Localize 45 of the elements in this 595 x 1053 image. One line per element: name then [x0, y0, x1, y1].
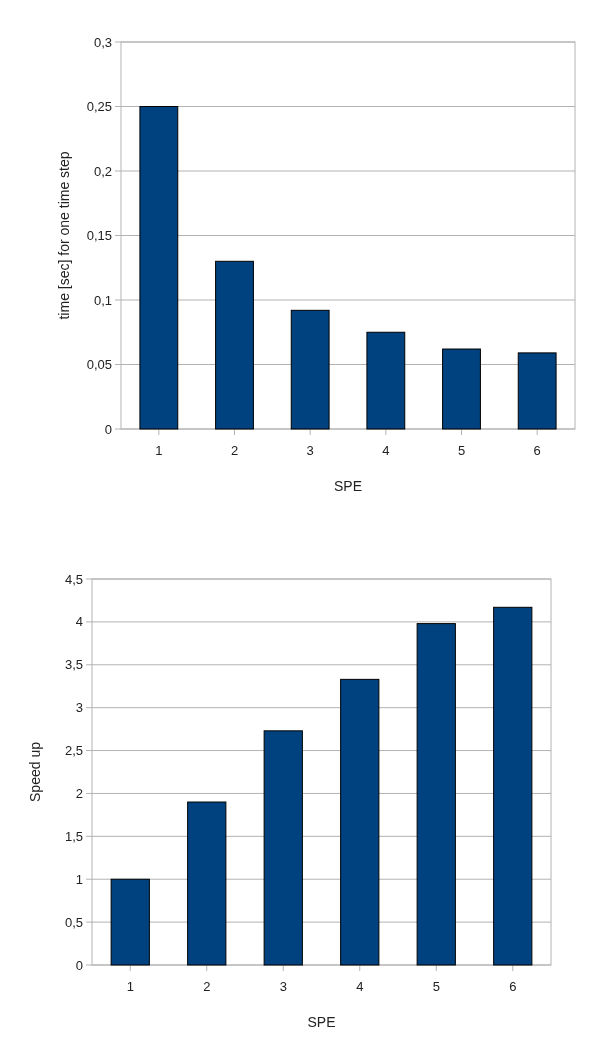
y-tick-label: 4,5	[64, 571, 83, 587]
y-tick-label: 0,3	[93, 34, 112, 50]
bar	[110, 878, 150, 966]
x-axis-title: SPE	[307, 1014, 336, 1030]
y-tick-label: 2	[75, 785, 83, 801]
y-tick-label: 2,5	[64, 743, 83, 759]
bar	[517, 352, 557, 430]
x-tick-label: 6	[533, 443, 541, 458]
y-tick-label: 1	[75, 871, 83, 887]
y-tick-label: 0	[104, 421, 112, 437]
y-tick-label: 3	[75, 700, 83, 716]
y-tick-label: 0,25	[86, 99, 112, 115]
y-tick-label: 3,5	[64, 657, 83, 673]
bar	[215, 260, 254, 430]
y-tick-label: 0,05	[86, 357, 112, 373]
y-tick-label: 0,5	[64, 914, 83, 930]
bar	[442, 348, 481, 430]
x-tick-label: 1	[126, 979, 134, 994]
x-tick-label: 4	[382, 443, 390, 458]
y-axis-title: Speed up	[27, 741, 43, 802]
bar	[139, 106, 179, 430]
x-tick-label: 2	[203, 979, 211, 994]
bar	[366, 331, 406, 430]
y-tick-label: 0,15	[86, 228, 112, 244]
y-tick-label: 0,1	[93, 292, 112, 308]
y-tick-label: 4	[75, 614, 83, 630]
y-tick-label: 0,2	[93, 163, 112, 179]
x-tick-label: 6	[509, 979, 517, 994]
bar	[290, 309, 330, 430]
x-tick-label: 3	[279, 979, 287, 994]
bar	[187, 801, 227, 966]
bar	[340, 678, 380, 966]
bar	[263, 730, 303, 966]
bar	[416, 623, 456, 966]
bar	[493, 606, 533, 966]
y-tick-label: 0	[75, 957, 83, 973]
x-tick-label: 5	[457, 443, 466, 458]
x-tick-label: 1	[155, 443, 163, 458]
x-tick-label: 2	[230, 443, 239, 458]
x-axis-title: SPE	[333, 478, 363, 494]
x-tick-label: 4	[356, 979, 364, 994]
y-axis-title: time [sec] for one time step	[56, 151, 72, 320]
y-tick-label: 1,5	[64, 828, 83, 844]
x-tick-label: 5	[432, 979, 440, 994]
x-tick-label: 3	[306, 443, 314, 458]
